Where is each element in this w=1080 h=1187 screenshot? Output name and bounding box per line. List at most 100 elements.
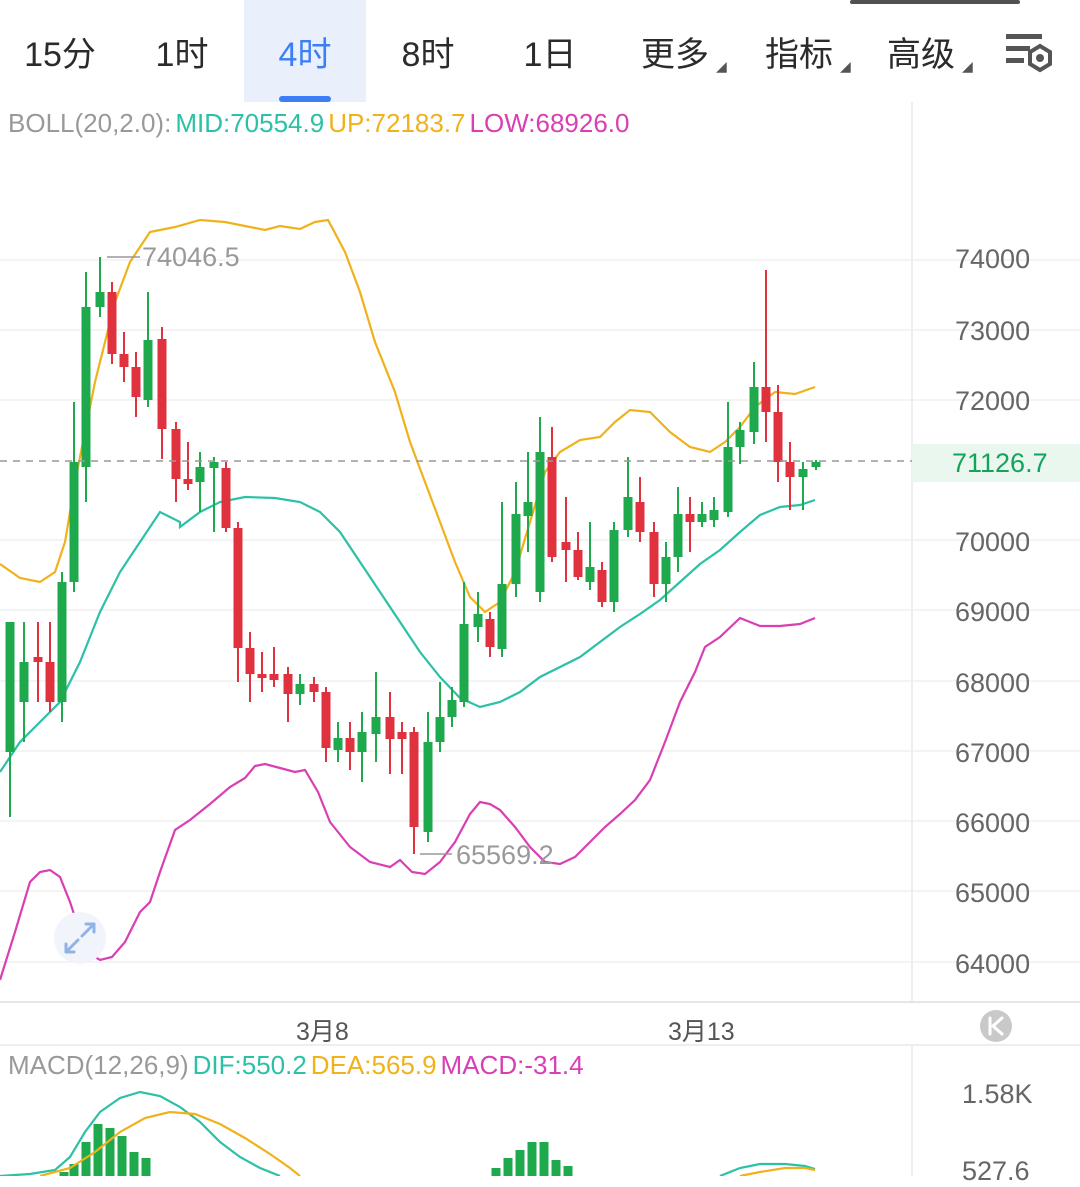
timeframe-tabbar: 15分 1时 4时 8时 1日 更多 ◢ 指标 ◢ 高级 ◢	[0, 0, 1080, 102]
candle-body	[397, 732, 407, 739]
candle-body	[773, 412, 783, 462]
candle-body	[761, 387, 771, 412]
candle-body	[257, 674, 267, 678]
candle-body	[785, 462, 795, 477]
y-tick: 74000	[955, 244, 1031, 274]
macd-dea-line-right	[739, 1166, 816, 1176]
candle-body	[385, 717, 395, 739]
macd-legend: MACD(12,26,9) DIF:550.2 DEA:565.9 MACD:-31.…	[8, 1050, 588, 1081]
candle-body	[709, 510, 719, 520]
candle-body	[409, 732, 419, 827]
macd-bar	[515, 1150, 525, 1176]
candle-body	[245, 648, 255, 674]
macd-bar	[129, 1152, 139, 1176]
candle-body	[723, 447, 733, 512]
candle-body	[609, 530, 619, 602]
candle-body	[81, 307, 91, 467]
candle-body	[295, 684, 305, 694]
expand-icon[interactable]	[54, 912, 106, 964]
macd-bar	[527, 1142, 537, 1176]
high-annotation: 74046.5	[142, 242, 240, 272]
candle-body	[209, 462, 219, 468]
candle-body	[107, 292, 117, 354]
candle-body	[561, 542, 571, 550]
macd-value: MACD:-31.4	[440, 1050, 584, 1080]
candle-body	[635, 502, 645, 532]
candle-body	[485, 619, 495, 647]
macd-axis-tick: 1.58K	[962, 1079, 1033, 1109]
candle-body	[195, 467, 205, 482]
candle-body	[345, 738, 355, 752]
candle-body	[221, 468, 231, 528]
tab-1h[interactable]: 1时	[155, 35, 209, 74]
candle-body	[661, 557, 671, 584]
candle-body	[511, 514, 521, 584]
macd-bar	[105, 1128, 115, 1176]
more-dropdown-icon: ◢	[716, 58, 727, 74]
boll-up-value: UP:72183.7	[328, 108, 466, 138]
candle-body	[673, 514, 683, 557]
candle-body	[143, 340, 153, 400]
candle-body	[459, 624, 469, 702]
collapse-icon[interactable]	[980, 1010, 1012, 1042]
date-label: 3月8	[296, 1018, 349, 1046]
candle-body	[309, 684, 319, 692]
candle-body	[119, 354, 129, 367]
candle-body	[171, 429, 181, 479]
candle-body	[435, 717, 445, 742]
candle-body	[131, 367, 141, 397]
boll-low-value: LOW:68926.0	[469, 108, 630, 138]
macd-bar	[59, 1172, 69, 1176]
candle-series	[5, 257, 821, 854]
macd-bar	[141, 1158, 151, 1176]
candle-body	[735, 430, 745, 447]
candle-body	[283, 674, 293, 694]
y-tick: 69000	[955, 597, 1031, 627]
macd-dif-line	[0, 1090, 281, 1176]
candle-body	[649, 532, 659, 584]
candle-body	[811, 462, 821, 467]
boll-mid-value: MID:70554.9	[175, 108, 325, 138]
macd-dea-line	[39, 1110, 301, 1176]
macd-axis-tick: 527.6	[962, 1156, 1030, 1186]
tab-15m[interactable]: 15分	[24, 35, 96, 74]
candle-body	[697, 514, 707, 522]
tab-indicators[interactable]: 指标	[765, 35, 833, 74]
candle-body	[749, 387, 759, 432]
macd-bar	[551, 1160, 561, 1176]
macd-histogram	[59, 1124, 573, 1176]
y-tick: 67000	[955, 738, 1031, 768]
candle-body	[33, 657, 43, 662]
candle-body	[333, 738, 343, 750]
tab-1d[interactable]: 1日	[523, 35, 577, 74]
macd-bar	[491, 1168, 501, 1176]
candle-body	[523, 502, 533, 516]
macd-dif-value: DIF:550.2	[192, 1050, 307, 1080]
candle-body	[497, 584, 507, 649]
y-tick: 70000	[955, 527, 1031, 557]
boll-label: BOLL(20,2.0):	[8, 108, 172, 138]
y-tick: 73000	[955, 316, 1031, 346]
macd-dif-line-right	[719, 1162, 816, 1176]
macd-bar	[539, 1142, 549, 1176]
candle-body	[357, 732, 367, 752]
tab-4h[interactable]: 4时	[244, 0, 366, 102]
date-label: 3月13	[668, 1018, 735, 1046]
settings-icon[interactable]	[1000, 26, 1060, 76]
active-tab-indicator	[279, 96, 331, 102]
tab-8h[interactable]: 8时	[401, 35, 455, 74]
macd-bar	[69, 1164, 79, 1176]
tab-more[interactable]: 更多	[641, 35, 709, 74]
candle-body	[585, 567, 595, 582]
y-tick: 66000	[955, 808, 1031, 838]
y-tick: 68000	[955, 668, 1031, 698]
candle-body	[535, 452, 545, 592]
candle-body	[798, 469, 808, 477]
candlestick-chart[interactable]	[0, 102, 1080, 1176]
candle-body	[69, 462, 79, 582]
tab-advanced[interactable]: 高级	[887, 35, 955, 74]
candle-body	[183, 479, 193, 484]
advanced-dropdown-icon: ◢	[962, 58, 973, 74]
macd-dea-value: DEA:565.9	[310, 1050, 437, 1080]
y-tick: 72000	[955, 386, 1031, 416]
